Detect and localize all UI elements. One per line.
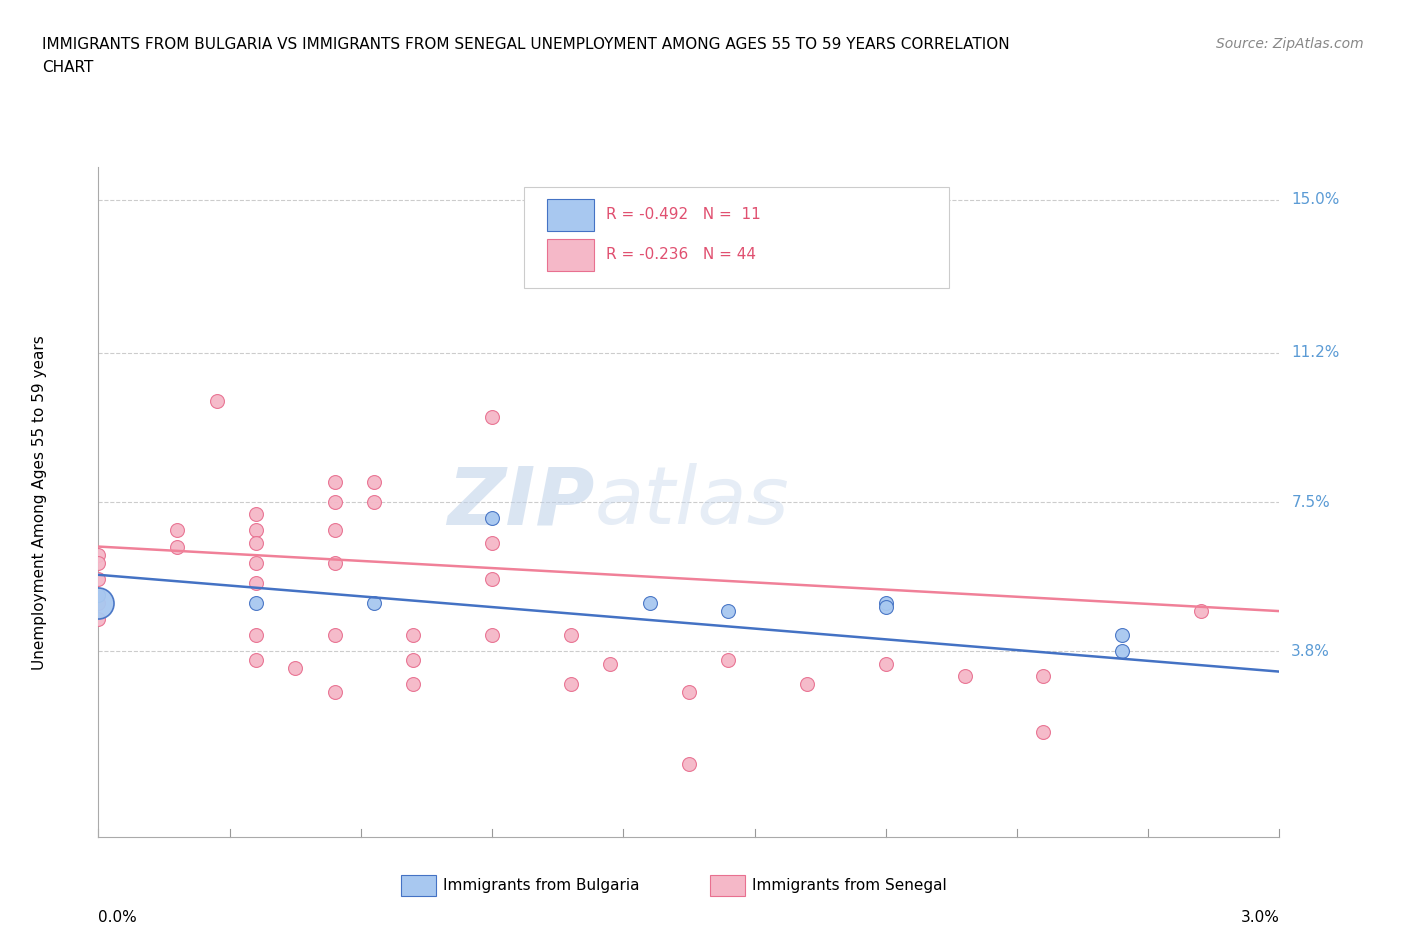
Point [481,511,503,525]
Text: 3.8%: 3.8% [1291,644,1330,659]
Point [245,595,267,610]
Point [87,595,110,610]
Point [166,523,188,538]
Point [1032,724,1054,739]
Point [245,507,267,522]
Text: 15.0%: 15.0% [1291,193,1340,207]
Point [323,495,346,510]
Point [323,523,346,538]
Text: IMMIGRANTS FROM BULGARIA VS IMMIGRANTS FROM SENEGAL UNEMPLOYMENT AMONG AGES 55 T: IMMIGRANTS FROM BULGARIA VS IMMIGRANTS F… [42,37,1010,52]
Text: atlas: atlas [595,463,789,541]
Point [205,394,228,409]
Text: 3.0%: 3.0% [1240,910,1279,924]
Point [402,676,425,691]
Point [402,628,425,643]
Text: Unemployment Among Ages 55 to 59 years: Unemployment Among Ages 55 to 59 years [32,335,46,670]
Point [363,495,385,510]
Point [87,588,110,603]
Point [87,595,110,610]
Point [678,684,700,699]
Point [245,652,267,667]
Point [953,669,976,684]
Point [166,539,188,554]
Point [402,652,425,667]
Text: Source: ZipAtlas.com: Source: ZipAtlas.com [1216,37,1364,51]
Point [1111,644,1133,658]
Point [481,535,503,550]
Point [245,555,267,570]
Point [599,656,621,671]
Point [560,628,582,643]
Text: 0.0%: 0.0% [98,910,138,924]
Text: 11.2%: 11.2% [1291,345,1340,361]
Point [284,660,307,675]
Point [1032,669,1054,684]
Point [323,684,346,699]
Text: Immigrants from Senegal: Immigrants from Senegal [752,878,948,893]
Point [560,676,582,691]
Point [875,600,897,615]
Point [87,588,110,603]
Text: ZIP: ZIP [447,463,595,541]
Point [87,612,110,627]
Point [363,595,385,610]
Point [875,656,897,671]
Point [481,410,503,425]
Point [678,757,700,772]
Point [638,595,661,610]
Point [323,555,346,570]
Text: Immigrants from Bulgaria: Immigrants from Bulgaria [443,878,640,893]
Text: R = -0.236   N = 44: R = -0.236 N = 44 [606,247,756,262]
Point [323,474,346,489]
Text: R = -0.492   N =  11: R = -0.492 N = 11 [606,206,761,221]
Point [363,474,385,489]
Point [87,547,110,562]
Point [245,576,267,591]
FancyBboxPatch shape [523,188,949,288]
Point [245,535,267,550]
Point [1111,628,1133,643]
Bar [547,239,595,272]
Point [1189,604,1212,618]
Point [481,628,503,643]
Point [875,595,897,610]
Point [87,555,110,570]
Text: 7.5%: 7.5% [1291,495,1330,510]
Point [481,571,503,586]
Point [245,628,267,643]
Point [717,652,740,667]
Point [245,523,267,538]
Point [717,604,740,618]
Point [323,628,346,643]
Point [796,676,818,691]
Text: CHART: CHART [42,60,94,75]
Bar [547,199,595,231]
Point [87,571,110,586]
